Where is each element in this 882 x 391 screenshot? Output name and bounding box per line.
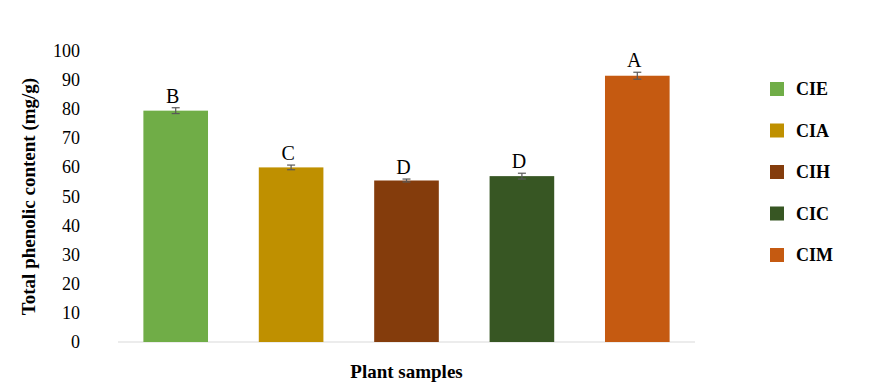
legend-label: CIE [796,79,828,99]
x-axis-label: Plant samples [350,361,462,382]
annotation: B [166,85,179,107]
y-tick-label: 0 [71,332,80,352]
legend-swatch [770,165,784,179]
y-tick-label: 90 [62,70,80,90]
annotation: A [627,49,642,71]
y-tick-label: 60 [62,157,80,177]
y-tick-label: 100 [53,41,80,61]
y-tick-label: 40 [62,216,80,236]
legend-label: CIH [796,162,830,182]
error-bar [403,179,411,182]
chart: 0 10 20 30 40 50 60 70 80 90 100 B C D D A Total phenoli… [0,0,882,391]
legend-swatch [770,248,784,262]
bar [490,176,555,342]
bar [259,167,324,342]
bars [143,72,669,342]
legend-swatch [770,124,784,138]
legend-swatch [770,207,784,221]
error-bar [518,173,526,179]
y-axis-label: Total phenolic content (mg/g) [18,78,40,315]
y-tick-label: 80 [62,99,80,119]
bar [605,76,670,342]
chart-container: 0 10 20 30 40 50 60 70 80 90 100 B C D D A Total phenoli… [0,0,882,391]
error-bar [633,72,641,79]
y-tick-label: 30 [62,245,80,265]
error-bar [172,108,180,114]
error-bar [287,165,295,170]
annotation: D [396,156,410,178]
y-tick-label: 50 [62,187,80,207]
annotation: C [281,142,294,164]
legend-label: CIC [796,204,829,224]
bar [374,180,439,342]
legend-label: CIA [796,121,829,141]
y-tick-label: 70 [62,128,80,148]
bar [143,111,208,342]
y-tick-label: 20 [62,274,80,294]
y-tick-label: 10 [62,303,80,323]
legend-swatch [770,82,784,96]
legend-label: CIM [796,245,833,265]
annotation: D [512,150,526,172]
